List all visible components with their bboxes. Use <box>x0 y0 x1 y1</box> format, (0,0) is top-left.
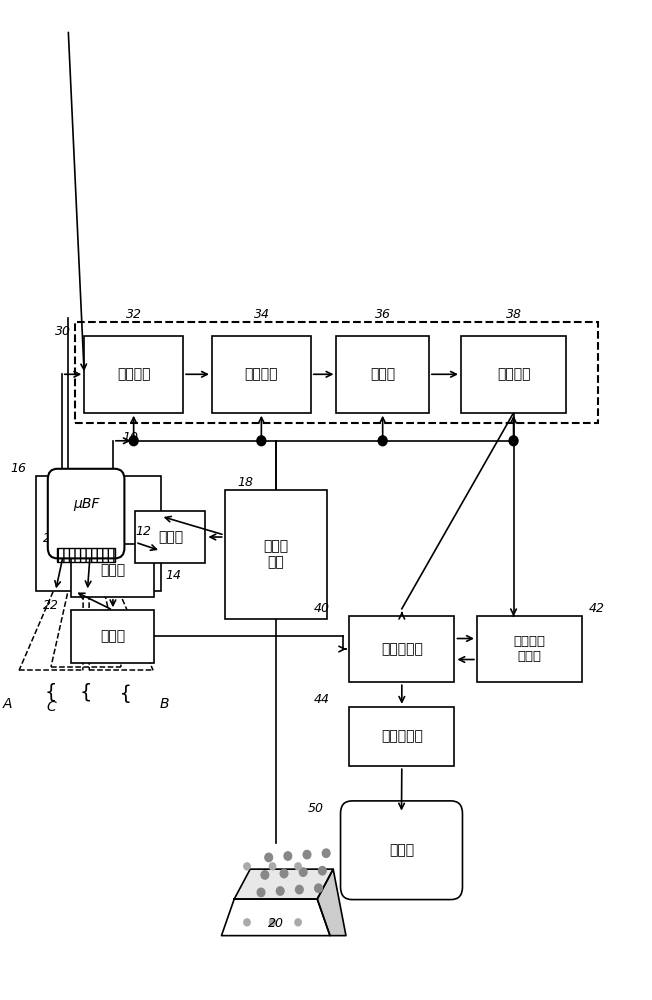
Text: 36: 36 <box>375 308 391 321</box>
Bar <box>74 322 598 423</box>
Circle shape <box>276 887 284 895</box>
Circle shape <box>378 436 387 446</box>
Text: 滤波器: 滤波器 <box>100 629 125 643</box>
Bar <box>349 616 454 682</box>
Circle shape <box>269 863 276 870</box>
Text: 30: 30 <box>55 325 72 338</box>
Text: B: B <box>160 697 169 711</box>
Bar <box>349 707 454 766</box>
Text: 14: 14 <box>166 569 181 582</box>
Text: 电影回放
存储器: 电影回放 存储器 <box>514 635 546 663</box>
Bar <box>72 610 155 663</box>
Circle shape <box>295 885 303 894</box>
Text: 扫描转换器: 扫描转换器 <box>381 642 422 656</box>
Text: 预处理器: 预处理器 <box>117 367 151 381</box>
Text: 12: 12 <box>135 525 151 538</box>
Circle shape <box>509 436 518 446</box>
Circle shape <box>299 868 307 876</box>
Text: 后处理器: 后处理器 <box>497 367 530 381</box>
Circle shape <box>295 919 301 926</box>
Text: 32: 32 <box>126 308 142 321</box>
Text: A: A <box>3 697 12 711</box>
Text: 20: 20 <box>268 917 284 930</box>
Text: 16: 16 <box>10 462 27 475</box>
Circle shape <box>318 867 326 875</box>
Polygon shape <box>318 869 346 936</box>
Circle shape <box>257 888 265 897</box>
Text: 再采样器: 再采样器 <box>244 367 278 381</box>
Text: 44: 44 <box>314 693 330 706</box>
Circle shape <box>315 884 322 892</box>
Text: 42: 42 <box>589 602 604 615</box>
Text: }: } <box>115 683 127 702</box>
Text: 22: 22 <box>42 599 59 612</box>
Text: 40: 40 <box>314 602 330 615</box>
Circle shape <box>280 869 288 878</box>
Text: 18: 18 <box>237 476 254 489</box>
Bar <box>212 336 311 413</box>
Text: 发射器: 发射器 <box>158 530 183 544</box>
Text: 系统控
制器: 系统控 制器 <box>263 539 288 570</box>
Bar <box>135 511 205 563</box>
Circle shape <box>322 849 330 857</box>
Bar <box>225 490 327 619</box>
FancyBboxPatch shape <box>48 469 125 558</box>
FancyBboxPatch shape <box>340 801 462 900</box>
Bar <box>37 476 161 591</box>
Text: 组合器: 组合器 <box>370 367 395 381</box>
Bar <box>84 336 183 413</box>
Text: {: { <box>45 683 57 702</box>
Circle shape <box>257 436 266 446</box>
Bar <box>477 616 582 682</box>
Polygon shape <box>222 899 330 936</box>
Text: μBF: μBF <box>73 497 99 511</box>
Polygon shape <box>234 869 333 899</box>
Bar <box>57 548 115 562</box>
Circle shape <box>295 863 301 870</box>
Text: 数字波束
形成器: 数字波束 形成器 <box>83 520 115 548</box>
Circle shape <box>129 436 138 446</box>
Circle shape <box>265 853 273 862</box>
Text: 显示器: 显示器 <box>389 843 414 857</box>
Text: C: C <box>46 700 56 714</box>
Circle shape <box>284 852 291 860</box>
Text: 24: 24 <box>42 532 59 545</box>
Circle shape <box>244 863 250 870</box>
Text: 检测器: 检测器 <box>100 564 125 578</box>
Bar <box>461 336 566 413</box>
Circle shape <box>303 850 311 859</box>
Circle shape <box>269 919 276 926</box>
Circle shape <box>244 919 250 926</box>
Text: 38: 38 <box>506 308 522 321</box>
Text: 50: 50 <box>308 802 323 815</box>
Bar <box>72 544 155 597</box>
Text: 10: 10 <box>123 431 138 444</box>
Circle shape <box>261 871 269 879</box>
Text: 34: 34 <box>254 308 270 321</box>
Text: {: { <box>80 683 93 702</box>
Text: 视频处理器: 视频处理器 <box>381 730 422 744</box>
Bar <box>336 336 429 413</box>
